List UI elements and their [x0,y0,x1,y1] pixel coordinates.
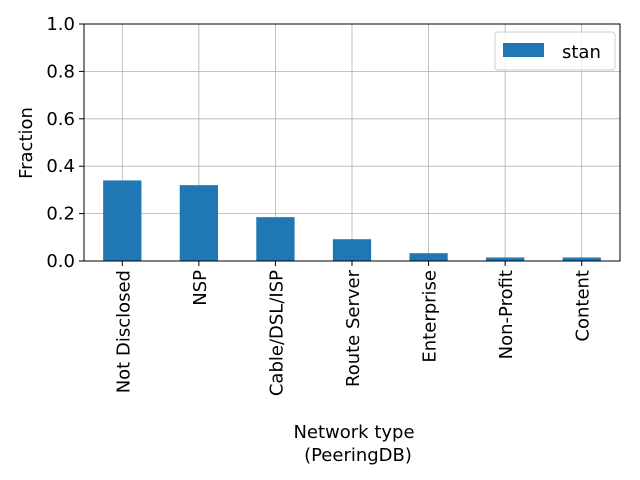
x-axis-label-line-2: (PeeringDB) [304,445,412,466]
legend-swatch [503,43,544,57]
bar [179,185,218,261]
x-tick-label: NSP [190,270,211,306]
legend: stan [494,31,616,71]
x-tick-label: Content [573,270,594,342]
y-tick-label: 0.2 [46,204,75,225]
y-tick-label: 0.6 [46,109,75,130]
x-tick-label: Not Disclosed [113,270,134,393]
bar [486,257,525,261]
bar [103,180,142,261]
x-tick-label: Non-Profit [496,270,517,359]
x-tick-label: Cable/DSL/ISP [266,270,287,396]
legend-label: stan [562,42,601,63]
bar [332,239,372,261]
y-tick-label: 0.0 [46,251,75,272]
y-tick-label: 0.8 [46,61,75,82]
x-tick-label: Route Server [343,269,364,387]
y-axis-ticks: 0.0 0.2 0.4 0.6 0.8 1.0 [46,14,84,272]
x-tick-label: Enterprise [420,270,441,363]
x-axis-ticks: Not Disclosed NSP Cable/DSL/ISP Route Serve… [113,261,594,396]
y-tick-label: 0.4 [46,156,75,177]
x-axis-label-line-1: Network type [293,422,414,443]
bar [409,253,448,261]
bar [562,257,601,261]
bar [256,217,295,261]
legend-box [494,31,616,71]
y-axis-label: Fraction [16,107,37,179]
bars [103,180,601,261]
y-tick-label: 1.0 [46,14,75,35]
